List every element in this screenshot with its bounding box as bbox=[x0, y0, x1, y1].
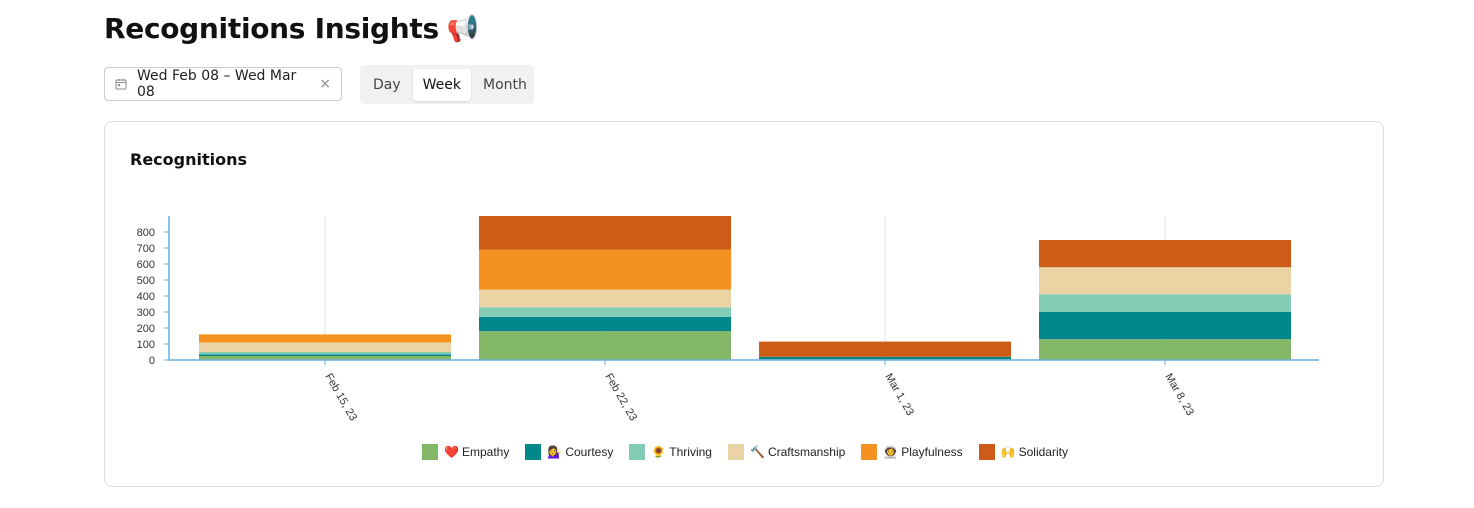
legend-label: Solidarity bbox=[1018, 445, 1068, 459]
legend-item-playfulness[interactable]: 👩‍🚀 Playfulness bbox=[861, 444, 963, 460]
bar-segment-thriving-0[interactable] bbox=[199, 352, 451, 355]
y-tick-label: 800 bbox=[137, 227, 155, 239]
range-option-month[interactable]: Month bbox=[483, 76, 527, 93]
legend-label: Thriving bbox=[669, 445, 712, 459]
page-title: Recognitions Insights 📢 bbox=[104, 12, 479, 45]
legend-emoji-icon: ❤️ bbox=[444, 445, 459, 459]
legend-item-thriving[interactable]: 🌻 Thriving bbox=[629, 444, 712, 460]
recognitions-card: Recognitions 0 100 200 300 400 500 600 700 800 Fe… bbox=[104, 121, 1384, 487]
bar-segment-empathy-0[interactable] bbox=[199, 356, 451, 360]
legend-item-courtesy[interactable]: 💁‍♀️ Courtesy bbox=[525, 444, 613, 460]
y-tick-label: 400 bbox=[137, 291, 155, 303]
bar-segment-craftsmanship-0[interactable] bbox=[199, 342, 451, 352]
legend-emoji-icon: 🙌 bbox=[1000, 445, 1016, 459]
x-tick-label: Feb 15, 23 bbox=[322, 372, 359, 424]
y-tick-label: 0 bbox=[149, 355, 155, 367]
legend-swatch bbox=[861, 444, 878, 460]
y-tick-label: 100 bbox=[137, 339, 155, 351]
x-tick-label: Feb 22, 23 bbox=[602, 372, 639, 424]
legend-swatch bbox=[422, 444, 439, 460]
legend-label: Craftsmanship bbox=[767, 445, 846, 459]
bar-segment-solidarity-3[interactable] bbox=[1039, 240, 1291, 268]
bar-segment-craftsmanship-3[interactable] bbox=[1039, 267, 1291, 295]
bar-segment-courtesy-0[interactable] bbox=[199, 354, 451, 356]
legend-item-craftsmanship[interactable]: 🔨 Craftsmanship bbox=[727, 444, 846, 460]
megaphone-icon: 📢 bbox=[446, 13, 479, 44]
bar-segment-thriving-1[interactable] bbox=[479, 307, 731, 317]
bar-segment-playfulness-0[interactable] bbox=[199, 334, 451, 343]
legend-label: Courtesy bbox=[565, 445, 614, 459]
legend-label: Empathy bbox=[462, 445, 510, 459]
calendar-icon bbox=[115, 79, 127, 90]
y-tick-label: 500 bbox=[137, 275, 155, 287]
legend-item-solidarity[interactable]: 🙌 Solidarity bbox=[978, 444, 1068, 460]
y-tick-label: 700 bbox=[137, 243, 155, 255]
chart-title: Recognitions bbox=[130, 150, 248, 169]
legend-swatch bbox=[978, 444, 995, 460]
x-tick-label: Mar 8, 23 bbox=[1162, 372, 1196, 418]
legend-swatch bbox=[525, 444, 542, 460]
recognitions-chart: 0 100 200 300 400 500 600 700 800 Feb 15, 23 Feb 2… bbox=[137, 216, 1319, 424]
range-option-day[interactable]: Day bbox=[373, 76, 401, 93]
date-range-picker[interactable]: Wed Feb 08 – Wed Mar 08 × bbox=[104, 67, 342, 101]
bar-segment-courtesy-2[interactable] bbox=[759, 356, 1011, 360]
legend-emoji-icon: 🔨 bbox=[749, 445, 765, 459]
legend-emoji-icon: 👩‍🚀 bbox=[883, 445, 899, 459]
bar-segment-solidarity-1[interactable] bbox=[479, 216, 731, 250]
legend-item-empathy[interactable]: ❤️ Empathy bbox=[422, 444, 509, 460]
y-tick-label: 300 bbox=[137, 307, 155, 319]
range-toggle: Day Week Month bbox=[360, 65, 534, 104]
bar-segment-courtesy-3[interactable] bbox=[1039, 312, 1291, 340]
legend-swatch bbox=[629, 444, 646, 460]
date-range-value: Wed Feb 08 – Wed Mar 08 bbox=[137, 68, 297, 100]
chart-legend: ❤️ Empathy 💁‍♀️ Courtesy 🌻 Thriving 🔨 Craftsman… bbox=[105, 444, 1385, 460]
legend-swatch bbox=[727, 444, 744, 460]
clear-date-icon[interactable]: × bbox=[319, 76, 331, 92]
range-option-week[interactable]: Week bbox=[412, 68, 472, 101]
bar-segment-solidarity-2[interactable] bbox=[759, 341, 1011, 357]
x-tick-label: Mar 1, 23 bbox=[882, 372, 916, 418]
legend-emoji-icon: 💁‍♀️ bbox=[547, 445, 563, 459]
bar-segment-empathy-1[interactable] bbox=[479, 331, 731, 360]
legend-label: Playfulness bbox=[901, 445, 963, 459]
bar-segment-empathy-3[interactable] bbox=[1039, 339, 1291, 360]
y-tick-label: 200 bbox=[137, 323, 155, 335]
page-title-text: Recognitions Insights bbox=[104, 12, 439, 45]
legend-emoji-icon: 🌻 bbox=[651, 445, 667, 459]
bar-segment-playfulness-1[interactable] bbox=[479, 249, 731, 290]
y-tick-label: 600 bbox=[137, 259, 155, 271]
bar-segment-craftsmanship-1[interactable] bbox=[479, 289, 731, 308]
bar-segment-courtesy-1[interactable] bbox=[479, 316, 731, 332]
bar-segment-thriving-3[interactable] bbox=[1039, 294, 1291, 312]
